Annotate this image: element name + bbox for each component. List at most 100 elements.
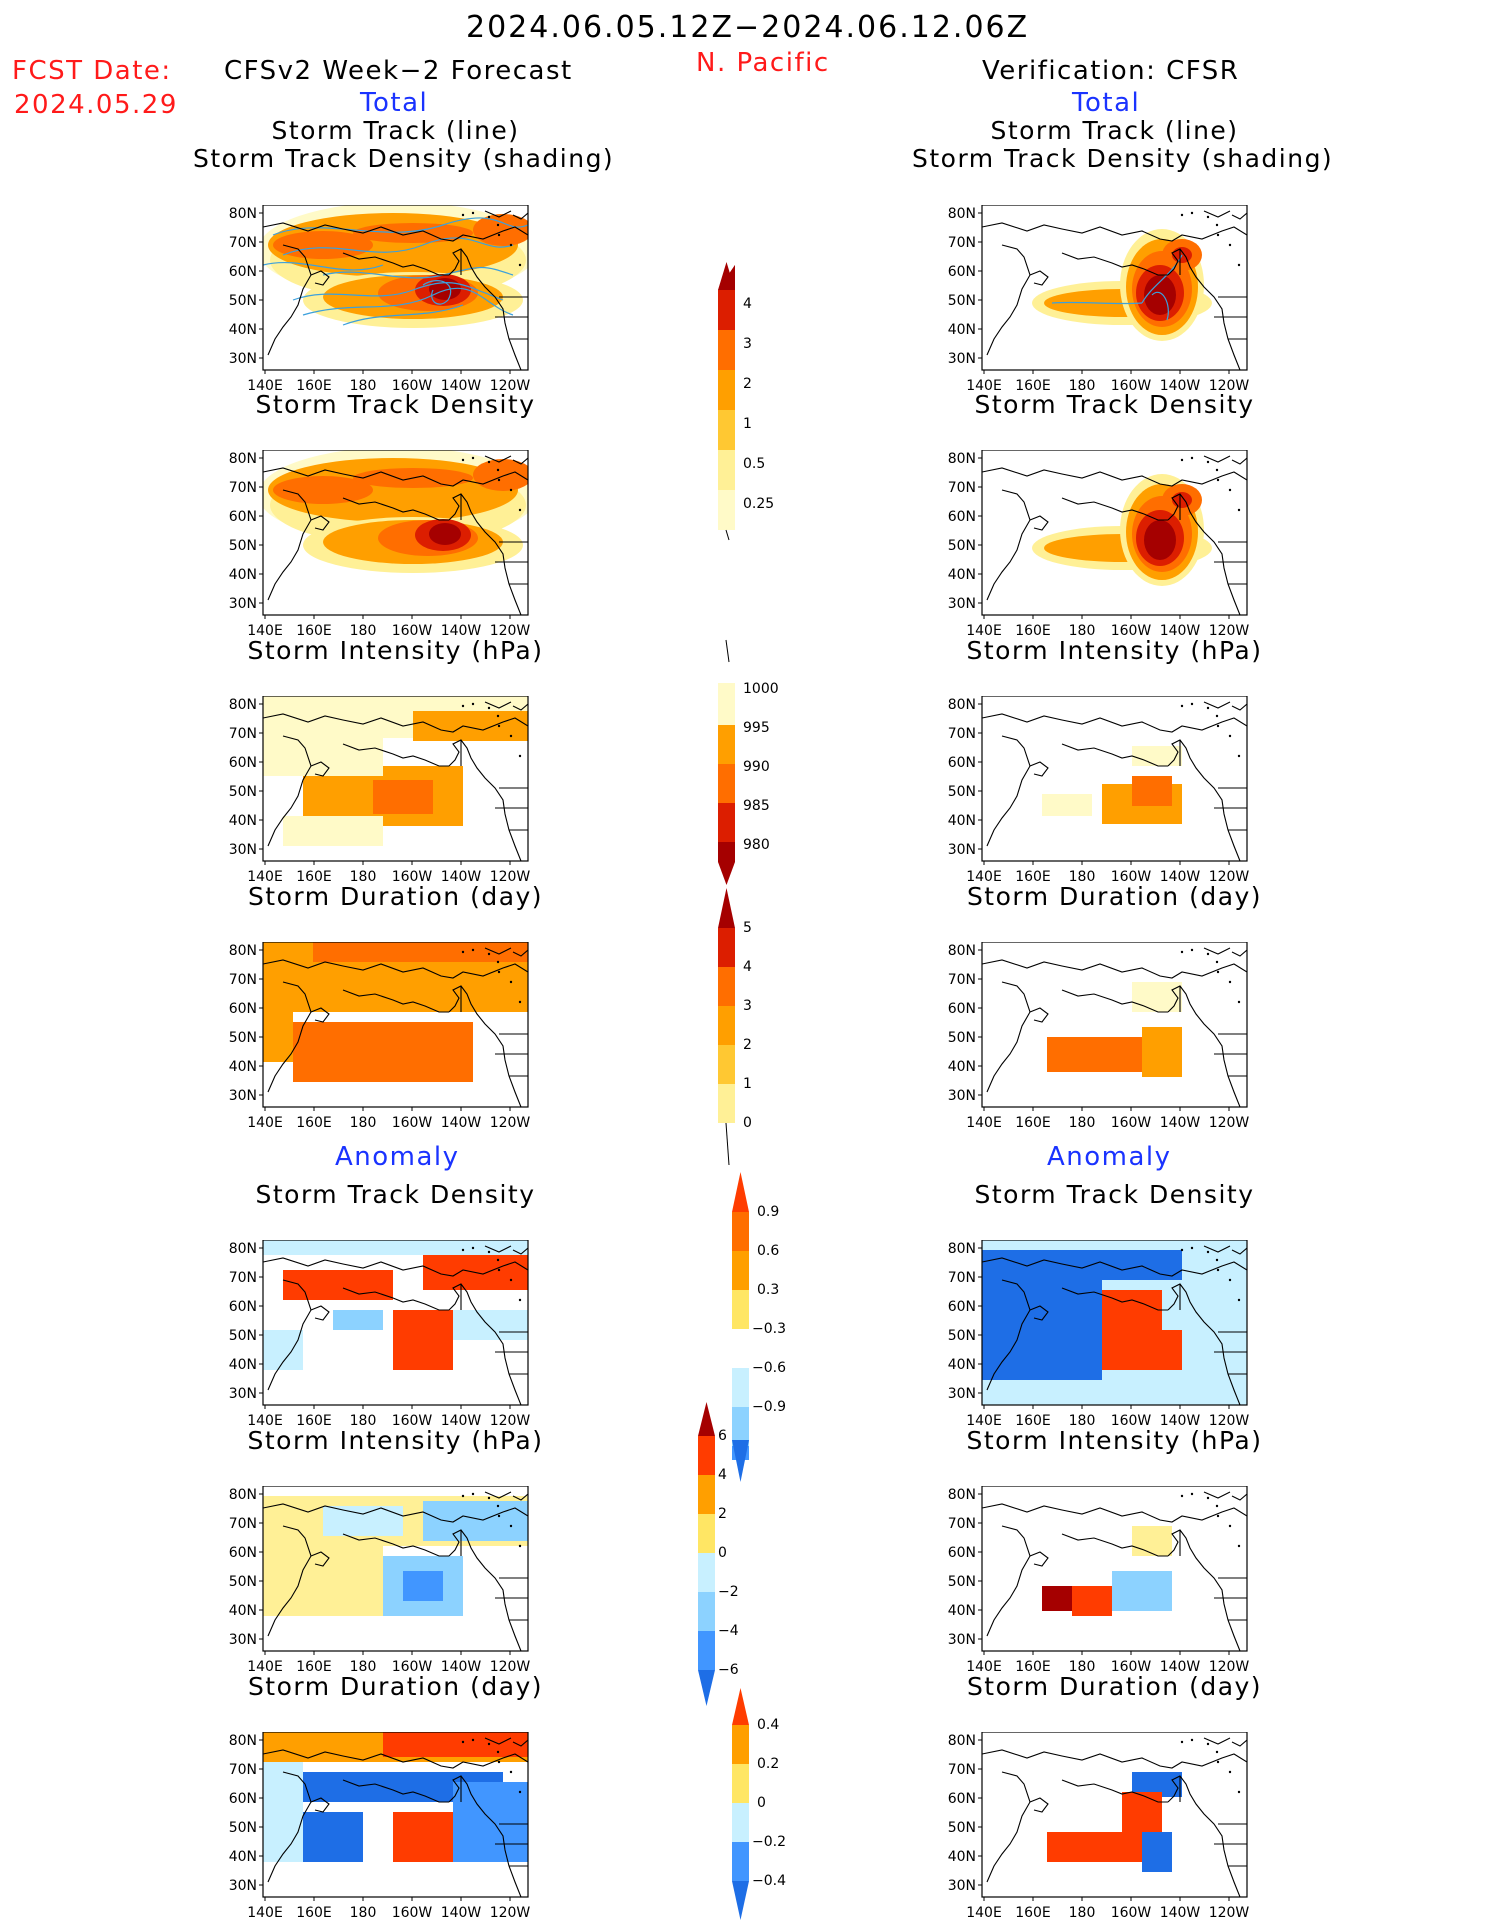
coastline — [1167, 1529, 1241, 1651]
y-tick-label: 60N — [948, 1791, 976, 1807]
shade — [982, 1250, 1182, 1280]
cb5-l6: −6 — [718, 1662, 739, 1678]
coastline — [342, 743, 449, 767]
coastline — [1167, 739, 1241, 861]
period-title: 2024.06.05.12Z−2024.06.12.06Z — [466, 10, 1030, 45]
island — [1206, 1250, 1210, 1254]
colorbar-density-total — [718, 262, 735, 541]
x-tick-label: 160E — [296, 1905, 332, 1921]
island — [471, 1492, 475, 1496]
panel-title-danom-left: Storm Track Density — [255, 1180, 536, 1209]
coastline — [310, 1305, 330, 1321]
cb4-l0: 0.9 — [757, 1204, 780, 1220]
shade — [393, 1812, 453, 1862]
shade — [373, 780, 433, 814]
coastline — [448, 739, 522, 861]
x-tick-label: 140W — [441, 869, 482, 885]
y-tick-label: 60N — [229, 264, 257, 280]
storm-track-line — [1051, 301, 1143, 305]
shade — [263, 1012, 293, 1062]
island — [1206, 460, 1210, 464]
x-tick-label: 140E — [247, 1659, 283, 1675]
map-frame — [981, 1240, 1248, 1406]
panel-title-duanom-left: Storm Duration (day) — [247, 1672, 544, 1701]
cb4-l3: −0.3 — [752, 1321, 786, 1337]
coastline — [986, 735, 1031, 847]
shade — [393, 1310, 453, 1370]
x-tick-label: 160W — [1111, 1413, 1152, 1429]
cb1-l2: 2 — [743, 376, 752, 392]
map-panel-intensity-left: 80N 70N 60N 50N 40N 30N 140E 160E 180 160W 140W 120… — [229, 696, 530, 885]
coastline — [512, 1247, 528, 1255]
y-tick-label: 70N — [948, 480, 976, 496]
x-tick-label: 160W — [392, 378, 433, 394]
x-tick-label: 140W — [1160, 1905, 1201, 1921]
cb4-l1: 0.6 — [757, 1243, 780, 1259]
cb5-l0: 6 — [718, 1428, 727, 1444]
x-tick-label: 140E — [966, 623, 1002, 639]
y-tick-label: 60N — [229, 755, 257, 771]
y-tick-label: 50N — [948, 1328, 976, 1344]
cb3-l2: 3 — [743, 998, 752, 1014]
x-tick-label: 120W — [490, 1115, 531, 1131]
panel-title-track-left: Storm Track Density (shading) — [193, 144, 615, 173]
y-tick-label: 30N — [948, 351, 976, 367]
shade — [273, 476, 373, 504]
y-tick-label: 40N — [948, 813, 976, 829]
y-tick-label: 40N — [229, 1603, 257, 1619]
coastline — [1061, 989, 1168, 1013]
shade — [263, 1330, 303, 1370]
coastline — [1029, 270, 1049, 286]
x-tick-label: 160W — [392, 1659, 433, 1675]
cb6-l2: 0 — [757, 1795, 766, 1811]
island — [1206, 952, 1210, 956]
shade — [423, 1501, 528, 1541]
coastline — [263, 959, 528, 979]
cb5-l5: −4 — [718, 1623, 739, 1639]
coastline — [1167, 248, 1241, 370]
coastline — [1203, 455, 1231, 463]
coastline — [263, 467, 528, 487]
x-tick-label: 120W — [490, 1905, 531, 1921]
cb4-l2: 0.3 — [757, 1282, 780, 1298]
y-tick-label: 80N — [948, 206, 976, 222]
coastline — [986, 1279, 1031, 1391]
cb1-l1: 3 — [743, 336, 752, 352]
y-tick-label: 70N — [948, 726, 976, 742]
x-tick-label: 140W — [441, 1905, 482, 1921]
coastline — [986, 244, 1031, 356]
island — [471, 211, 475, 215]
shade — [313, 942, 528, 962]
x-tick-label: 120W — [1209, 623, 1250, 639]
y-tick-label: 40N — [948, 1849, 976, 1865]
y-tick-label: 80N — [229, 451, 257, 467]
coastline — [1231, 1739, 1247, 1747]
coastline — [512, 1493, 528, 1501]
coastline — [263, 1503, 528, 1523]
x-tick-label: 140E — [966, 1413, 1002, 1429]
cb2-l3: 985 — [743, 798, 770, 814]
x-tick-label: 160W — [1111, 1115, 1152, 1131]
cb3-l4: 1 — [743, 1076, 752, 1092]
shade — [1112, 1571, 1172, 1611]
y-tick-label: 50N — [948, 1574, 976, 1590]
colorbar-duration-anom — [732, 1688, 749, 1920]
panel-title-danom-right: Storm Track Density — [974, 1180, 1255, 1209]
island — [497, 1268, 501, 1272]
island — [1237, 1000, 1241, 1004]
x-tick-label: 160W — [1111, 869, 1152, 885]
panel-title-intensity-left: Storm Intensity (hPa) — [247, 636, 544, 665]
island — [461, 1494, 465, 1498]
map-frame — [981, 1732, 1248, 1898]
y-tick-label: 30N — [229, 351, 257, 367]
y-tick-label: 50N — [229, 293, 257, 309]
cb1-l5: 0.25 — [743, 496, 775, 512]
panel-title-density-left: Storm Track Density — [255, 390, 536, 419]
cb4-l5: −0.9 — [752, 1399, 786, 1415]
coastline — [484, 1491, 512, 1499]
coastline — [1167, 493, 1241, 615]
y-tick-label: 50N — [229, 1328, 257, 1344]
map-frame — [981, 942, 1248, 1108]
coastline — [1203, 947, 1231, 955]
coastline — [1167, 1775, 1241, 1897]
